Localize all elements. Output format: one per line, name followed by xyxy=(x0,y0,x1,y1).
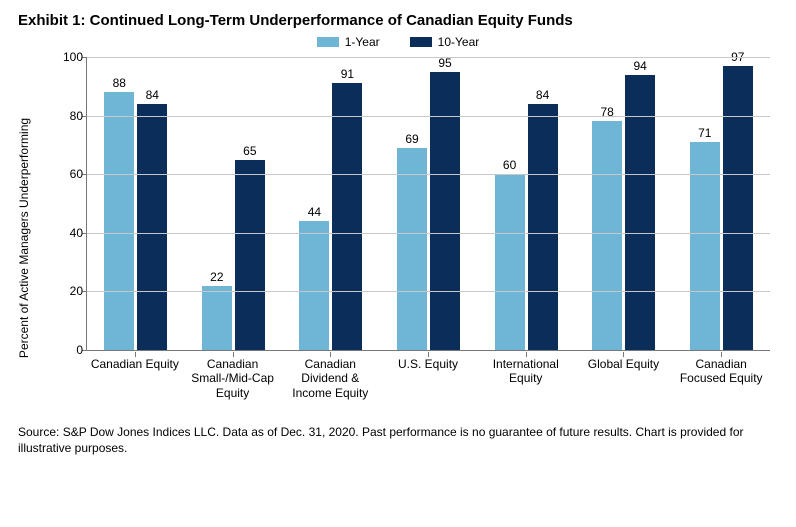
bar-value-label: 91 xyxy=(341,67,354,81)
x-axis-category-label: Canadian Small-/Mid-Cap Equity xyxy=(184,353,282,423)
chart-title: Exhibit 1: Continued Long-Term Underperf… xyxy=(18,12,778,29)
bar-value-label: 84 xyxy=(536,88,549,102)
bar-groups: 8884226544916995608478947197 xyxy=(87,57,770,350)
bar: 95 xyxy=(430,72,460,350)
x-axis-labels: Canadian EquityCanadian Small-/Mid-Cap E… xyxy=(86,353,770,423)
bar-value-label: 60 xyxy=(503,158,516,172)
bar: 60 xyxy=(495,174,525,350)
bar-group: 6084 xyxy=(477,57,575,350)
legend-swatch-1year xyxy=(317,37,339,47)
x-tick xyxy=(330,352,331,357)
legend-item-10year: 10-Year xyxy=(410,35,480,49)
x-axis-category-label: Canadian Equity xyxy=(86,353,184,423)
legend: 1-Year 10-Year xyxy=(18,35,778,49)
x-axis-category-label: U.S. Equity xyxy=(379,353,477,423)
bar-group: 7197 xyxy=(672,57,770,350)
x-axis-category-label: Canadian Focused Equity xyxy=(672,353,770,423)
bar: 69 xyxy=(397,148,427,350)
bar: 71 xyxy=(690,142,720,350)
x-tick xyxy=(623,352,624,357)
gridline xyxy=(87,291,770,292)
legend-label-1year: 1-Year xyxy=(345,35,380,49)
x-tick xyxy=(135,352,136,357)
bar-group: 6995 xyxy=(380,57,478,350)
plot-area: 8884226544916995608478947197 02040608010… xyxy=(86,57,770,351)
bar-group: 4491 xyxy=(282,57,380,350)
bar: 84 xyxy=(137,104,167,350)
x-axis-category-label: International Equity xyxy=(477,353,575,423)
bar-value-label: 69 xyxy=(405,132,418,146)
gridline xyxy=(87,174,770,175)
bar: 88 xyxy=(104,92,134,350)
y-tick-label: 80 xyxy=(57,109,83,123)
y-tick-label: 60 xyxy=(57,167,83,181)
x-tick xyxy=(233,352,234,357)
bar: 84 xyxy=(528,104,558,350)
bar-group: 2265 xyxy=(185,57,283,350)
bar: 44 xyxy=(299,221,329,350)
x-tick xyxy=(526,352,527,357)
bar: 97 xyxy=(723,66,753,350)
bar-group: 78 94 xyxy=(575,57,673,350)
x-tick xyxy=(721,352,722,357)
bar-value-label: 71 xyxy=(698,126,711,140)
legend-item-1year: 1-Year xyxy=(317,35,380,49)
chart-area: Percent of Active Managers Underperformi… xyxy=(46,53,778,423)
bar: 65 xyxy=(235,160,265,350)
bar-value-label: 22 xyxy=(210,270,223,284)
legend-swatch-10year xyxy=(410,37,432,47)
legend-label-10year: 10-Year xyxy=(438,35,480,49)
bar-value-label: 78 xyxy=(600,105,613,119)
x-tick xyxy=(428,352,429,357)
y-tick-label: 40 xyxy=(57,226,83,240)
bar-group: 8884 xyxy=(87,57,185,350)
bar-value-label: 44 xyxy=(308,205,321,219)
x-axis-category-label: Global Equity xyxy=(575,353,673,423)
gridline xyxy=(87,233,770,234)
y-tick-label: 100 xyxy=(57,50,83,64)
gridline xyxy=(87,116,770,117)
x-axis-category-label: Canadian Dividend & Income Equity xyxy=(281,353,379,423)
y-tick-label: 0 xyxy=(57,343,83,357)
bar: 22 xyxy=(202,286,232,350)
source-note: Source: S&P Dow Jones Indices LLC. Data … xyxy=(18,425,778,456)
bar: 78 xyxy=(592,121,622,350)
bar: 91 xyxy=(332,83,362,350)
bar-value-label: 94 xyxy=(633,59,646,73)
bar-value-label: 88 xyxy=(113,76,126,90)
bar-value-label: 65 xyxy=(243,144,256,158)
y-tick-label: 20 xyxy=(57,284,83,298)
y-axis-label: Percent of Active Managers Underperformi… xyxy=(17,118,31,358)
gridline xyxy=(87,57,770,58)
bar-value-label: 84 xyxy=(146,88,159,102)
